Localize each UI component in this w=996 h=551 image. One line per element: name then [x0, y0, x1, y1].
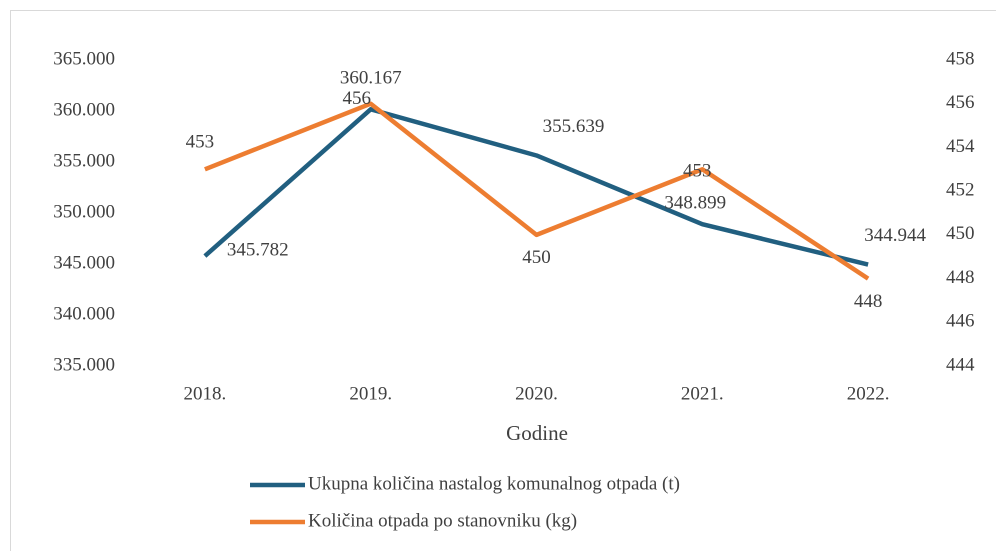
data-label: 448 [854, 291, 883, 312]
y-tick-label: 355.000 [53, 150, 115, 171]
data-label: 450 [522, 247, 551, 268]
y2-tick-label: 458 [946, 48, 975, 69]
legend-label: Količina otpada po stanovniku (kg) [308, 510, 577, 531]
x-tick-label: 2022. [847, 383, 890, 404]
y-tick-label: 360.000 [53, 99, 115, 120]
legend-label: Ukupna količina nastalog komunalnog otpa… [308, 473, 680, 494]
y-tick-label: 335.000 [53, 354, 115, 375]
x-tick-label: 2021. [681, 383, 724, 404]
y2-tick-label: 446 [946, 311, 975, 332]
x-tick-label: 2018. [184, 383, 227, 404]
data-label: 453 [186, 132, 215, 153]
series-line [203, 107, 869, 267]
y-tick-label: 340.000 [53, 303, 115, 324]
y2-tick-label: 452 [946, 180, 975, 201]
y-tick-label: 365.000 [53, 48, 115, 69]
y2-tick-label: 454 [946, 136, 975, 157]
series-line [204, 101, 870, 281]
y2-tick-label: 448 [946, 267, 975, 288]
data-label: 453 [683, 161, 712, 182]
y2-tick-label: 444 [946, 354, 975, 375]
y2-tick-label: 456 [946, 92, 975, 113]
x-tick-label: 2019. [349, 383, 392, 404]
y-tick-label: 345.000 [53, 252, 115, 273]
y-tick-label: 350.000 [53, 201, 115, 222]
data-label: 345.782 [227, 239, 289, 260]
data-label: 344.944 [864, 225, 926, 246]
data-label: 348.899 [664, 193, 726, 214]
data-label: 355.639 [543, 116, 605, 137]
chart-border [10, 10, 996, 551]
x-tick-label: 2020. [515, 383, 558, 404]
y2-tick-label: 450 [946, 223, 975, 244]
data-label: 360.167 [340, 68, 402, 89]
data-label: 456 [342, 88, 371, 109]
x-axis-label: Godine [506, 421, 568, 445]
